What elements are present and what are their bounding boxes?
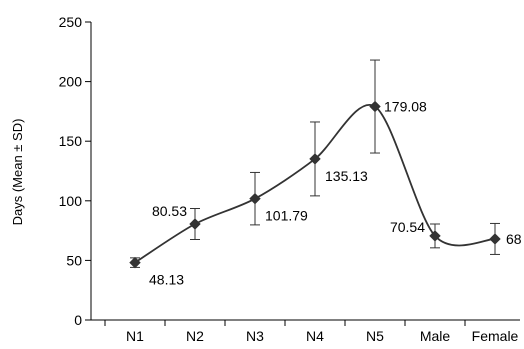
y-tick-label: 150 [59, 133, 83, 149]
data-label: 68 [506, 231, 522, 247]
data-markers [129, 100, 501, 269]
data-label: 80.53 [152, 203, 187, 219]
data-point-marker [369, 100, 381, 113]
data-labels: 48.13 80.53 101.79 135.13 179.08 70.54 68 [149, 99, 522, 288]
data-point-marker [129, 256, 141, 269]
data-point-marker [489, 233, 501, 245]
y-axis: 0 50 100 150 200 250 [59, 14, 92, 328]
data-point-marker [189, 218, 201, 230]
x-tick-label: Female [472, 328, 519, 344]
x-tick-label: N3 [246, 328, 264, 344]
data-label: 48.13 [149, 272, 184, 288]
y-tick-label: 250 [59, 14, 83, 30]
x-tick-label: N4 [306, 328, 324, 344]
x-tick-label: N5 [366, 328, 384, 344]
x-tick-label: N2 [186, 328, 204, 344]
data-label: 179.08 [384, 99, 427, 115]
y-tick-label: 200 [59, 74, 83, 90]
y-tick-label: 50 [66, 252, 82, 268]
y-tick-label: 0 [74, 312, 82, 328]
data-label: 101.79 [265, 208, 308, 224]
x-tick-label: Male [420, 328, 451, 344]
data-label: 70.54 [390, 219, 425, 235]
x-axis: N1 N2 N3 N4 N5 Male Female [91, 319, 520, 344]
y-tick-label: 100 [59, 193, 83, 209]
data-point-marker [309, 153, 321, 165]
data-label: 135.13 [325, 168, 368, 184]
y-axis-title: Days (Mean ± SD) [10, 119, 25, 226]
data-point-marker [249, 192, 261, 205]
data-point-marker [429, 230, 441, 242]
x-tick-label: N1 [126, 328, 144, 344]
